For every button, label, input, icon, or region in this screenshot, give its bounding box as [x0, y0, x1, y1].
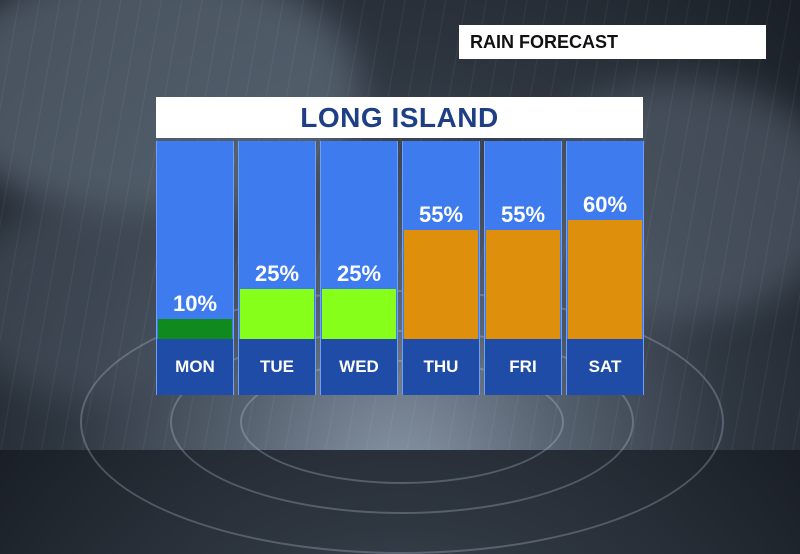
value-label-tue: 25% — [254, 261, 300, 286]
bar-fri — [486, 230, 560, 339]
rain-forecast-tag: RAIN FORECAST — [459, 25, 766, 59]
column-fri: 55% FRI — [484, 141, 562, 395]
bar-tue — [240, 289, 314, 339]
day-label-tue: TUE — [239, 339, 315, 395]
column-wed: 25% WED — [320, 141, 398, 395]
value-label-fri: 55% — [500, 202, 546, 227]
day-label-wed: WED — [321, 339, 397, 395]
column-tue: 25% TUE — [238, 141, 316, 395]
column-mon: 10% MON — [156, 141, 234, 395]
value-label-sat: 60% — [582, 192, 628, 217]
bar-mon — [158, 319, 232, 339]
column-thu: 55% THU — [402, 141, 480, 395]
day-label-thu: THU — [403, 339, 479, 395]
bar-sat — [568, 220, 642, 339]
day-label-sat: SAT — [567, 339, 643, 395]
value-label-thu: 55% — [418, 202, 464, 227]
day-label-fri: FRI — [485, 339, 561, 395]
chart-title: LONG ISLAND — [156, 97, 643, 138]
column-sat: 60% SAT — [566, 141, 644, 395]
value-label-mon: 10% — [172, 291, 218, 316]
bar-thu — [404, 230, 478, 339]
day-label-mon: MON — [157, 339, 233, 395]
value-label-wed: 25% — [336, 261, 382, 286]
bar-wed — [322, 289, 396, 339]
